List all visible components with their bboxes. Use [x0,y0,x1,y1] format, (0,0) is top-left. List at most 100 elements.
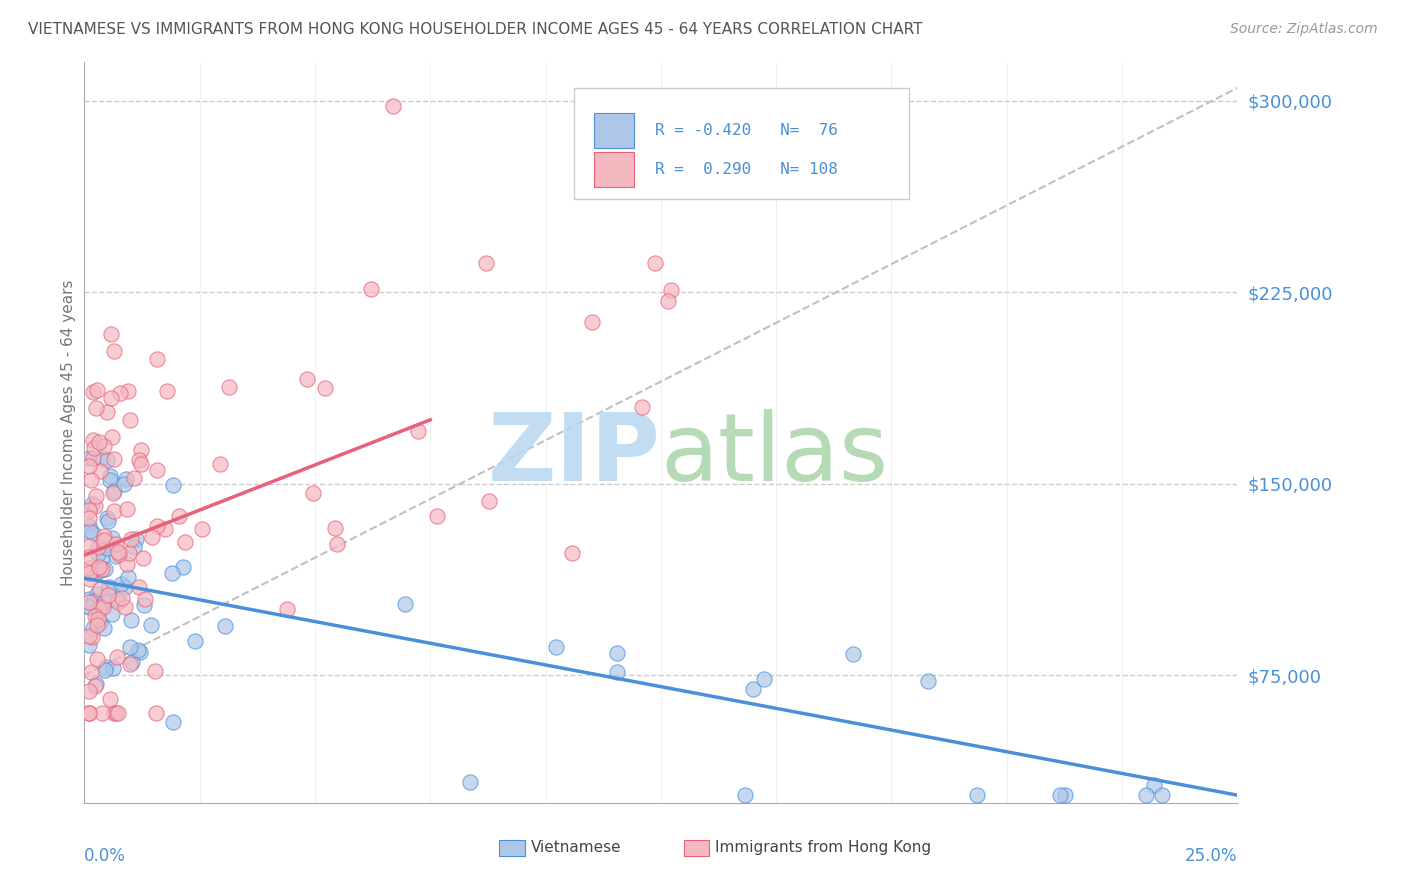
Point [360,281,382,295]
Point [606,665,628,680]
Point [458,774,481,789]
Point [406,424,429,438]
Point [97,581,120,595]
Bar [683,840,709,856]
Point [98,692,121,706]
Point [84,609,107,624]
Point [134,598,156,612]
Point [87,540,110,554]
Point [84,401,107,415]
Point [82,621,104,635]
Point [394,597,416,611]
Point [546,640,568,654]
Point [297,372,319,386]
Point [94,562,117,576]
Point [314,381,336,395]
Point [162,478,184,492]
Point [118,412,141,426]
Point [115,501,138,516]
Point [79,629,101,643]
Point [120,613,142,627]
Point [103,451,125,466]
Point [103,483,125,498]
Point [96,511,118,525]
Point [276,602,298,616]
Point [117,384,139,399]
Point [93,663,115,677]
Point [80,630,103,644]
Point [426,509,449,524]
Point [129,457,152,471]
Point [82,451,104,466]
Point [1143,778,1166,792]
Point [190,521,212,535]
Point [475,256,498,270]
Point [82,526,104,541]
Point [103,504,125,518]
Point [77,592,100,607]
Point [124,533,146,547]
Point [79,572,101,586]
Point [112,476,135,491]
Point [91,562,114,576]
Point [90,451,112,466]
Point [218,379,240,393]
Point [93,529,115,543]
Point [1049,788,1071,802]
Point [101,661,124,675]
Text: R =  0.290   N= 108: R = 0.290 N= 108 [655,162,838,178]
Point [91,550,114,565]
Point [155,522,177,536]
Point [657,294,679,309]
Point [146,351,169,366]
Point [89,615,111,629]
Point [91,706,114,721]
Point [80,665,103,679]
Point [77,599,100,614]
Point [103,706,125,721]
Point [90,599,112,613]
Point [96,541,118,555]
Point [754,673,776,687]
Point [90,563,112,577]
Point [77,566,100,581]
Point [120,533,142,547]
Point [93,621,115,635]
Point [118,640,141,655]
Point [89,602,111,616]
Point [131,551,153,566]
Point [115,472,138,486]
Point [100,326,122,341]
Point [79,706,101,721]
Point [1054,788,1077,802]
Point [89,582,111,596]
Point [82,433,104,447]
Point [77,503,100,517]
Point [966,788,988,802]
Point [100,531,122,545]
Point [141,617,163,632]
Point [145,706,167,721]
Point [167,508,190,523]
Point [323,520,346,534]
Bar [499,840,524,856]
Point [77,706,100,721]
Point [129,443,152,458]
Point [214,619,236,633]
Y-axis label: Householder Income Ages 45 - 64 years: Householder Income Ages 45 - 64 years [60,279,76,586]
Point [77,519,100,533]
Point [80,474,103,488]
Text: VIETNAMESE VS IMMIGRANTS FROM HONG KONG HOUSEHOLDER INCOME AGES 45 - 64 YEARS CO: VIETNAMESE VS IMMIGRANTS FROM HONG KONG … [28,22,922,37]
Point [114,580,136,594]
Bar [593,152,634,186]
Point [87,559,110,574]
Point [156,384,179,399]
Point [121,655,143,669]
Point [98,469,121,483]
Point [107,591,129,606]
Point [77,599,100,614]
Point [105,649,128,664]
Point [96,452,118,467]
Point [302,486,325,500]
Point [118,657,141,671]
